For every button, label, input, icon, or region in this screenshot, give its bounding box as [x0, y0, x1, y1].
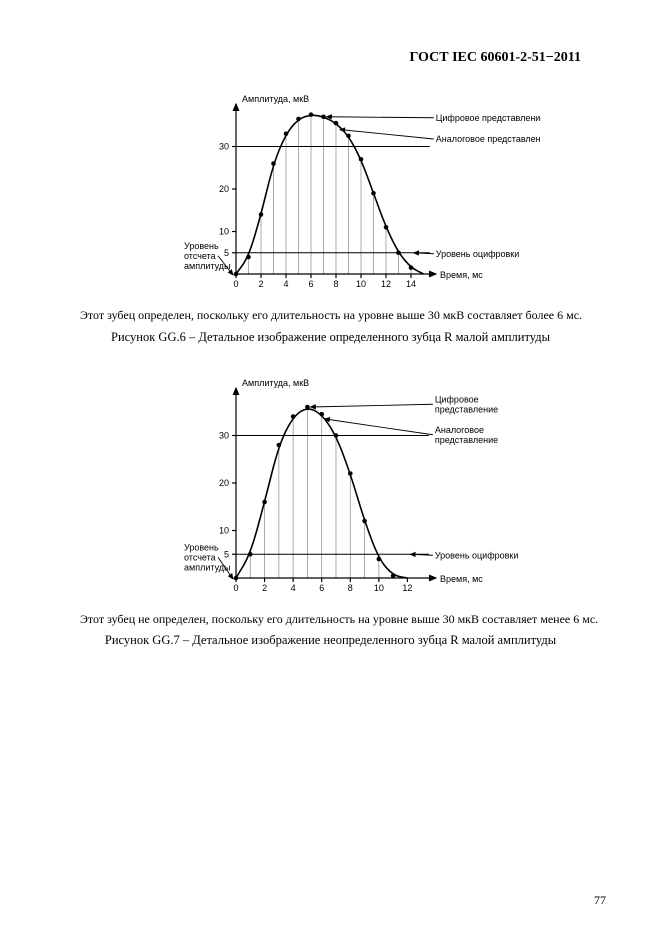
svg-text:4: 4 [290, 583, 295, 593]
svg-text:30: 30 [218, 430, 228, 440]
figure-gg6-text: Этот зубец определен, поскольку его длит… [50, 308, 611, 324]
svg-text:отсчета: отсчета [184, 251, 216, 261]
svg-text:20: 20 [218, 478, 228, 488]
page: ГОСТ IEC 60601-2-51−2011 510203002468101… [0, 0, 661, 936]
svg-text:10: 10 [218, 227, 228, 237]
svg-text:6: 6 [308, 279, 313, 289]
svg-text:Амплитуда, мкВ: Амплитуда, мкВ [242, 94, 309, 104]
svg-text:Цифровое представление: Цифровое представление [435, 113, 540, 123]
svg-text:10: 10 [373, 583, 383, 593]
svg-text:Время, мс: Время, мс [440, 270, 483, 280]
svg-text:4: 4 [283, 279, 288, 289]
svg-text:10: 10 [355, 279, 365, 289]
svg-text:Амплитуда, мкВ: Амплитуда, мкВ [242, 378, 309, 388]
page-number: 77 [594, 893, 606, 908]
svg-text:20: 20 [218, 184, 228, 194]
svg-text:14: 14 [405, 279, 415, 289]
chart-gg7: 5 10 20 30 0 2 4 6 8 10 12 Амплитуда, мкВ Время, мс У… [121, 370, 541, 600]
svg-text:Уровень: Уровень [184, 241, 219, 251]
svg-text:Уровень: Уровень [184, 542, 219, 552]
svg-text:2: 2 [262, 583, 267, 593]
svg-text:представление: представление [434, 434, 497, 444]
svg-text:Аналоговое: Аналоговое [434, 424, 483, 434]
svg-text:Цифровое: Цифровое [434, 394, 478, 404]
doc-header: ГОСТ IEC 60601-2-51−2011 [50, 50, 611, 66]
svg-text:Аналоговое представление: Аналоговое представление [435, 134, 540, 144]
figure-gg7-text: Этот зубец не определен, поскольку его д… [50, 612, 611, 628]
svg-text:10: 10 [218, 525, 228, 535]
svg-text:Уровень оцифровки: Уровень оцифровки [434, 550, 518, 560]
svg-text:амплитуды: амплитуды [184, 562, 231, 572]
svg-text:8: 8 [347, 583, 352, 593]
figure-gg6: 5 10 20 30 0 2 4 6 8 10 12 14 Амплитуда, мкВ Время, м… [50, 86, 611, 296]
svg-text:5: 5 [223, 248, 228, 258]
svg-text:2: 2 [258, 279, 263, 289]
svg-text:отсчета: отсчета [184, 552, 216, 562]
figure-gg6-caption: Рисунок GG.6 – Детальное изображение опр… [50, 330, 611, 345]
figure-gg7: 5 10 20 30 0 2 4 6 8 10 12 Амплитуда, мкВ Время, мс У… [50, 370, 611, 600]
svg-text:Уровень оцифровки: Уровень оцифровки [435, 249, 519, 259]
svg-text:30: 30 [218, 142, 228, 152]
chart-gg6: 5 10 20 30 0 2 4 6 8 10 12 14 Амплитуда, мкВ Время, м… [121, 86, 541, 296]
svg-text:представление: представление [434, 404, 497, 414]
svg-text:Время, мс: Время, мс [440, 574, 483, 584]
svg-text:5: 5 [223, 549, 228, 559]
svg-text:8: 8 [333, 279, 338, 289]
svg-text:12: 12 [380, 279, 390, 289]
svg-text:12: 12 [402, 583, 412, 593]
svg-text:0: 0 [233, 279, 238, 289]
svg-text:0: 0 [233, 583, 238, 593]
svg-text:6: 6 [319, 583, 324, 593]
figure-gg7-caption: Рисунок GG.7 – Детальное изображение нео… [50, 633, 611, 648]
